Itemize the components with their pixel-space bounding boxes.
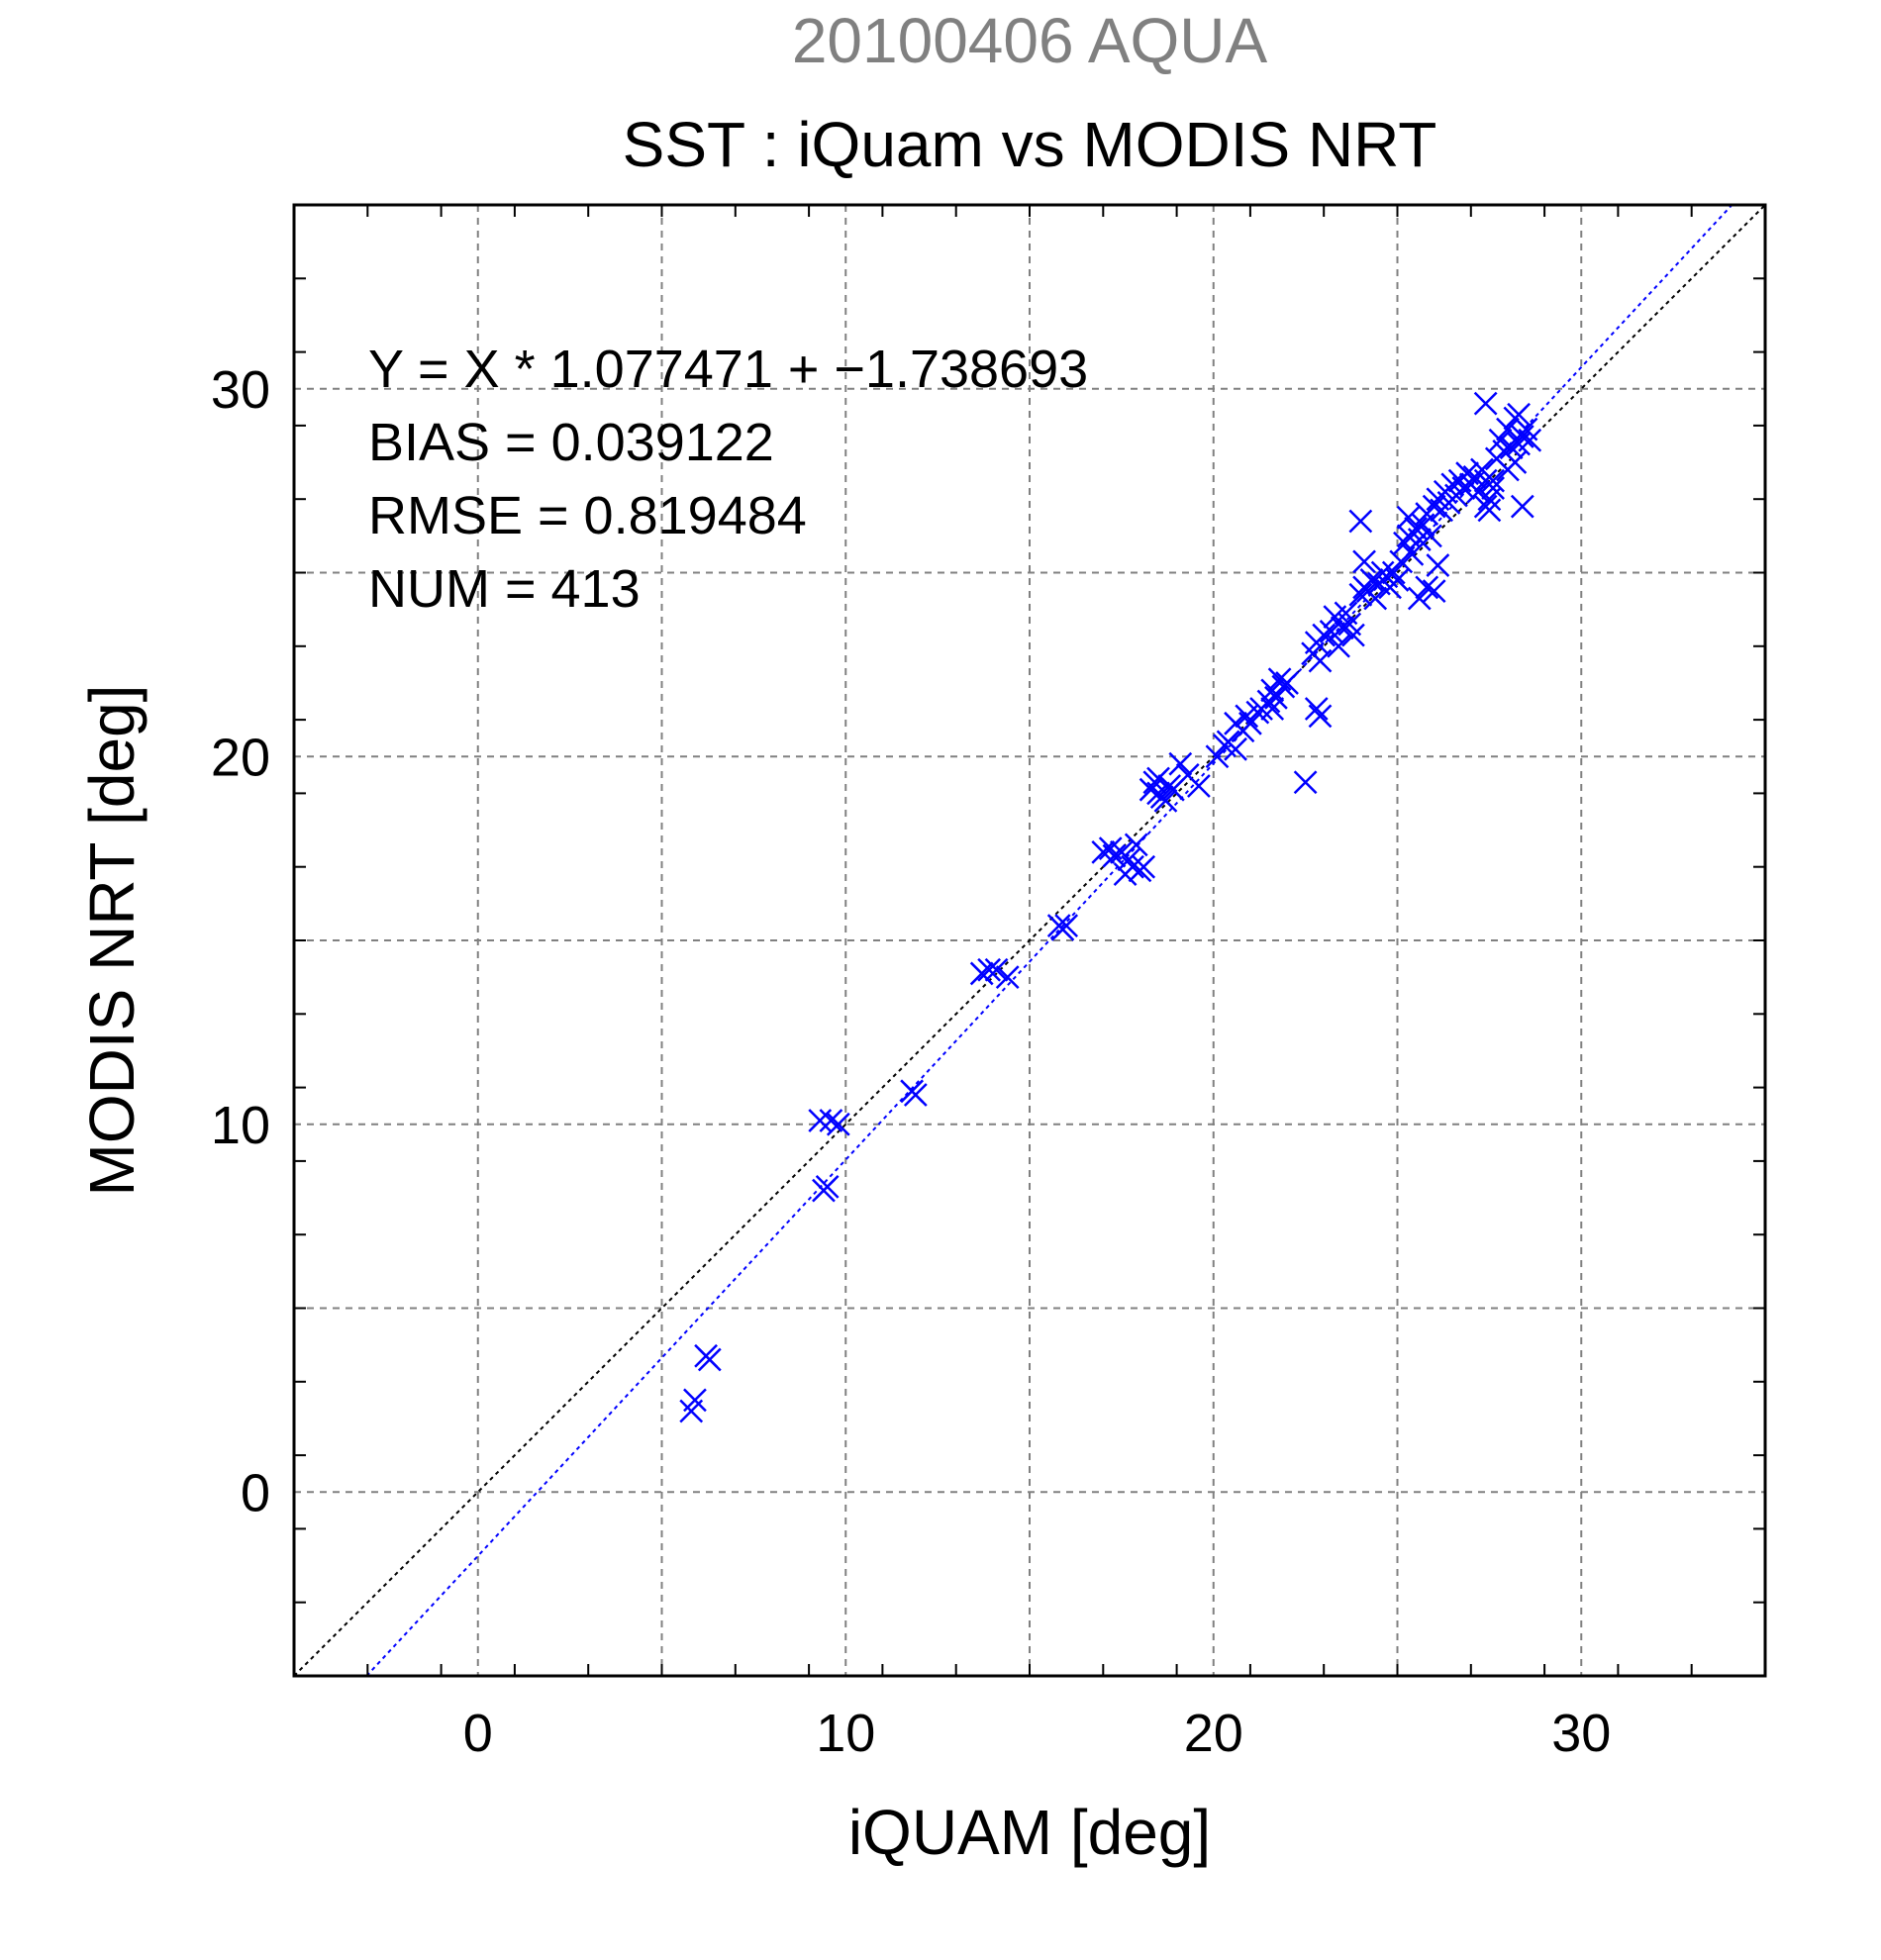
data-point-marker <box>995 965 1020 990</box>
y-tick-label: 20 <box>211 728 270 787</box>
data-point-marker <box>1205 744 1230 769</box>
data-point-marker <box>1381 560 1406 585</box>
data-point-marker <box>1124 833 1148 857</box>
data-point-marker <box>1363 586 1388 611</box>
data-point-marker <box>1327 634 1350 658</box>
y-tick-label: 0 <box>241 1463 270 1522</box>
data-point-marker <box>1260 697 1285 721</box>
data-point-marker <box>1308 704 1333 729</box>
y-axis-label: MODIS NRT [deg] <box>76 685 148 1197</box>
data-point-marker <box>1481 476 1505 500</box>
chart-supertitle: 20100406 AQUA <box>792 5 1268 76</box>
stats-regression: Y = X * 1.077471 + −1.738693 <box>368 340 1088 399</box>
identity-line <box>293 204 1766 1677</box>
data-point-marker <box>984 957 1009 982</box>
grid-lines <box>294 205 1765 1676</box>
data-point-marker <box>1132 854 1156 879</box>
data-point-marker <box>1359 568 1384 592</box>
data-point-marker <box>1419 524 1442 548</box>
stats-num: NUM = 413 <box>368 559 641 619</box>
data-point-marker <box>1393 531 1417 555</box>
data-point-marker <box>1415 575 1439 600</box>
data-point-marker <box>1348 582 1373 607</box>
data-point-marker <box>815 1175 840 1199</box>
data-point-marker <box>1407 586 1432 611</box>
data-point-marker <box>969 961 994 986</box>
data-point-marker <box>1348 509 1373 534</box>
data-point-marker <box>1146 766 1170 791</box>
y-tick-label: 30 <box>211 360 270 420</box>
data-point-marker <box>1507 402 1531 427</box>
data-point-marker <box>1473 391 1498 416</box>
data-point-marker <box>1275 671 1299 695</box>
data-point-marker <box>1187 774 1211 798</box>
data-point-marker <box>1466 479 1491 504</box>
stats-rmse: RMSE = 0.819484 <box>368 486 807 545</box>
x-tick-label: 0 <box>463 1704 493 1763</box>
stats-annotation: Y = X * 1.077471 + −1.738693 BIAS = 0.03… <box>368 340 1088 619</box>
data-point-marker <box>1293 770 1318 795</box>
data-point-marker <box>903 1083 928 1107</box>
data-point-marker <box>1168 751 1193 776</box>
data-point-marker <box>1224 736 1247 761</box>
data-point-marker <box>1422 494 1446 519</box>
data-point-marker <box>1507 432 1531 456</box>
x-tick-label: 20 <box>1184 1704 1243 1763</box>
data-point-marker <box>1352 549 1376 574</box>
data-point-marker <box>1312 623 1336 647</box>
data-point-marker <box>819 1109 843 1132</box>
stats-bias: BIAS = 0.039122 <box>368 413 774 472</box>
data-point-marker <box>808 1109 833 1132</box>
data-point-marker <box>1238 711 1262 735</box>
data-point-marker <box>1510 494 1534 519</box>
data-point-marker <box>1389 549 1414 574</box>
data-point-marker <box>1153 788 1178 813</box>
axis-tick-labels: 0 10 20 30 0 10 20 30 <box>211 360 1611 1763</box>
data-point-marker <box>1481 468 1505 493</box>
data-point-marker <box>1400 542 1425 566</box>
data-point-marker <box>977 957 1002 982</box>
data-point-marker <box>1304 697 1329 721</box>
data-point-marker <box>683 1388 707 1413</box>
data-point-marker <box>1267 667 1292 692</box>
chart-title: SST : iQuam vs MODIS NRT <box>623 109 1437 180</box>
data-point-marker <box>1510 425 1534 448</box>
data-point-marker <box>1054 914 1079 938</box>
data-point-marker <box>1496 417 1520 441</box>
axis-ticks <box>294 205 1765 1676</box>
y-tick-label: 10 <box>211 1096 270 1155</box>
data-point-marker <box>1330 616 1354 640</box>
data-point-marker <box>1341 623 1365 647</box>
data-point-marker <box>1496 457 1520 482</box>
data-points <box>679 391 1542 1423</box>
x-axis-label: iQUAM [deg] <box>848 1797 1211 1868</box>
x-tick-label: 30 <box>1551 1704 1611 1763</box>
data-point-marker <box>1138 777 1163 802</box>
data-point-marker <box>1308 648 1333 673</box>
data-point-marker <box>1477 498 1502 523</box>
data-point-marker <box>1426 553 1450 577</box>
data-point-marker <box>1396 505 1421 530</box>
data-point-marker <box>1385 568 1410 592</box>
data-point-marker <box>694 1343 718 1368</box>
data-point-marker <box>826 1112 850 1136</box>
x-tick-label: 10 <box>816 1704 875 1763</box>
data-point-marker <box>1422 579 1446 603</box>
data-point-marker <box>1121 854 1144 879</box>
data-point-marker <box>1102 843 1127 868</box>
